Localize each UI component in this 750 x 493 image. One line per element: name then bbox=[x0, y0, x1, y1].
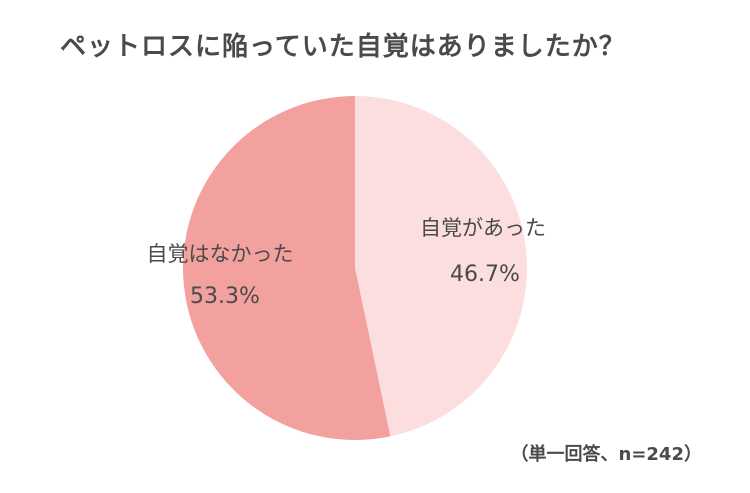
slice-label-aware: 自覚があった bbox=[420, 216, 546, 240]
slice-value-unaware: 53.3% bbox=[190, 284, 260, 309]
sample-note: （単一回答、n=242） bbox=[510, 444, 702, 465]
chart-title: ペットロスに陥っていた自覚はありましたか？ bbox=[60, 32, 626, 62]
pie-slice-unaware bbox=[182, 96, 391, 440]
slice-value-aware: 46.7% bbox=[450, 262, 520, 287]
slice-label-unaware: 自覚はなかった bbox=[146, 242, 294, 266]
pie-slice-aware bbox=[355, 96, 527, 437]
